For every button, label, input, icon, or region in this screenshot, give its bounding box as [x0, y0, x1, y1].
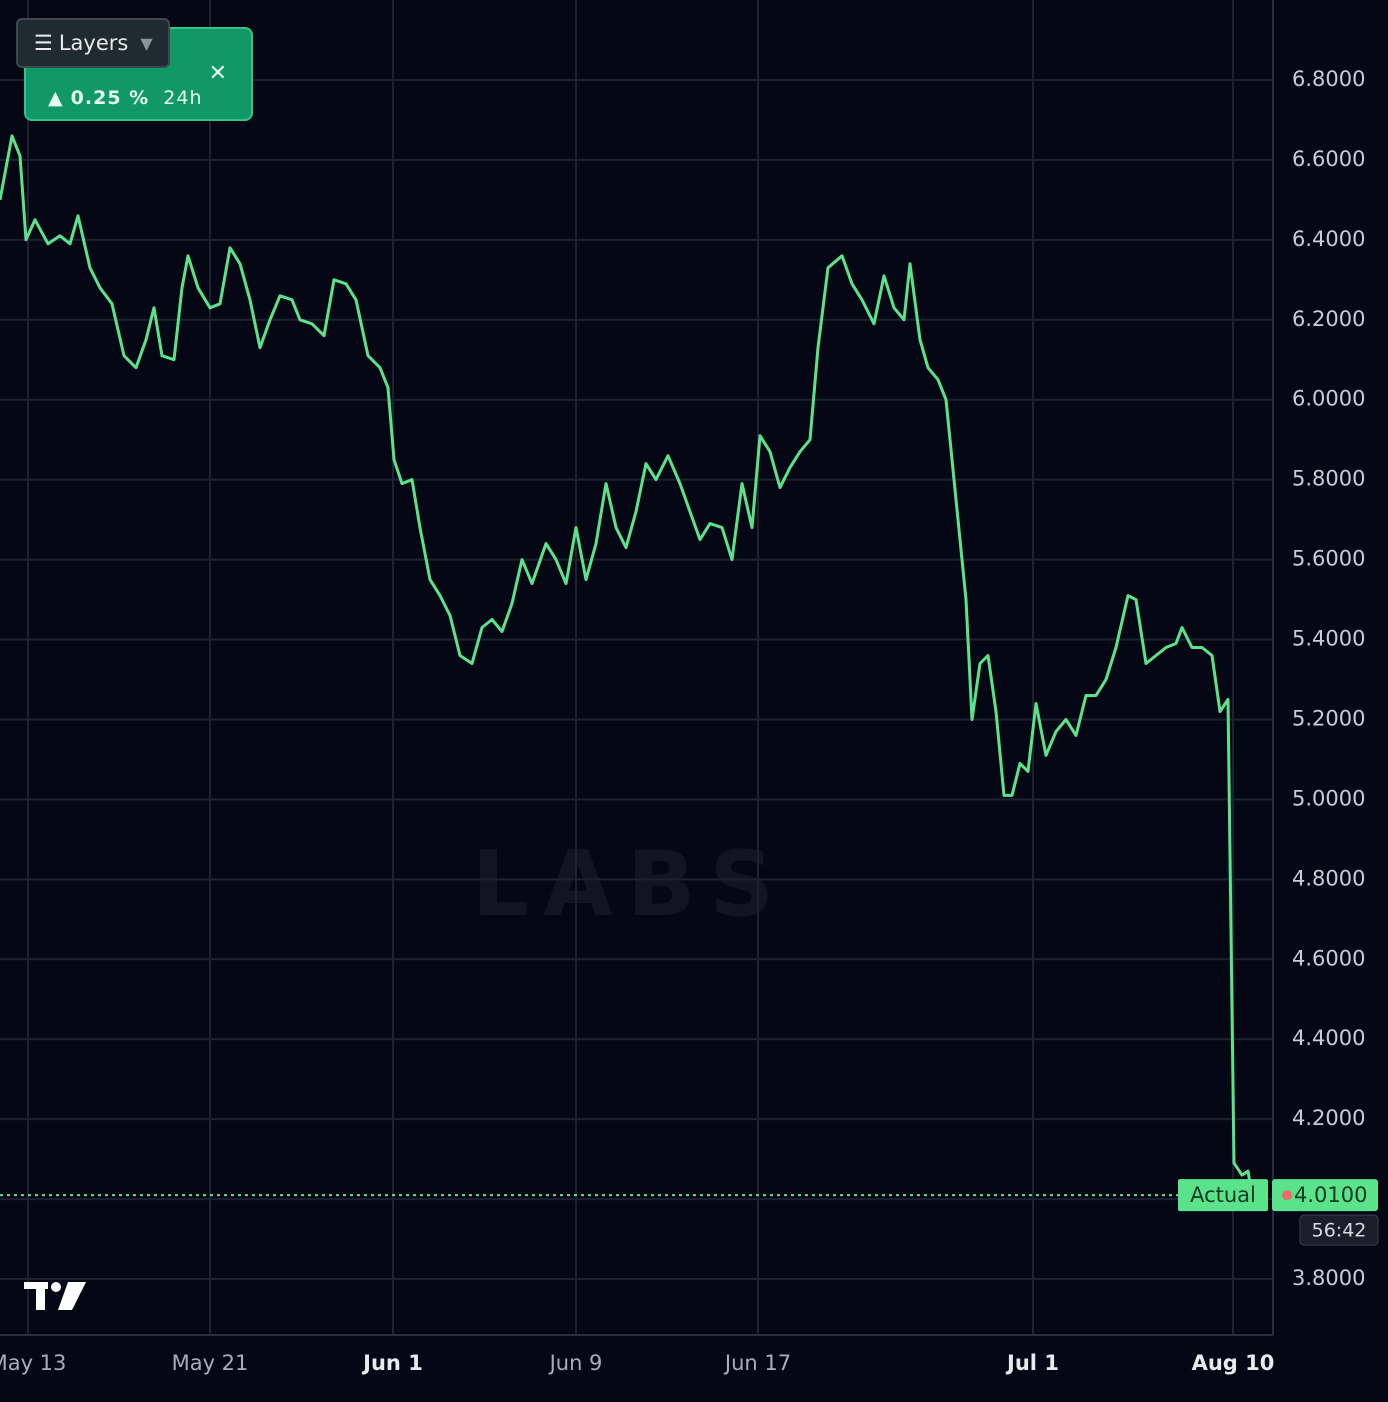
y-tick-label: 6.6000 [1292, 147, 1365, 171]
menu-icon: ☰ [34, 31, 53, 55]
grid [0, 0, 1273, 1335]
last-label-box [1178, 1179, 1268, 1212]
y-tick-label: 4.8000 [1292, 866, 1365, 890]
logo-part [58, 1282, 86, 1310]
close-button[interactable]: ✕ [208, 61, 227, 86]
y-tick-label: 5.8000 [1292, 467, 1365, 491]
layers-label: Layers [58, 31, 129, 55]
x-tick-label: Jun 1 [361, 1351, 423, 1375]
live-dot [1282, 1190, 1292, 1201]
watermark: LABS [472, 832, 788, 937]
x-tick-label: Aug 10 [1192, 1351, 1275, 1375]
tv-logo [24, 1282, 86, 1310]
logo-part [51, 1282, 61, 1292]
logo-part [36, 1282, 45, 1310]
x-tick-label: Jul 1 [1005, 1351, 1059, 1375]
y-tick-label: 5.6000 [1292, 547, 1365, 571]
x-tick-label: Jun 17 [723, 1351, 791, 1375]
y-tick-label: 6.2000 [1292, 307, 1365, 331]
last-label: Actual [1190, 1183, 1256, 1207]
x-tick-label: May 13 [0, 1351, 66, 1375]
y-tick-label: 6.0000 [1292, 387, 1365, 411]
y-tick-label: 4.2000 [1292, 1106, 1365, 1130]
plot [0, 134, 1254, 1197]
y-tick-label: 6.4000 [1292, 227, 1365, 251]
y-tick-label: 5.2000 [1292, 706, 1365, 730]
x-tick-label: Jun 9 [548, 1351, 603, 1375]
change-value: 0.25 % [70, 87, 150, 109]
x-tick-label: May 21 [172, 1351, 249, 1375]
y-tick-label: 3.8000 [1292, 1266, 1365, 1290]
countdown-box [1299, 1214, 1379, 1246]
axes: 3.80004.00004.20004.40004.60004.80005.00… [0, 0, 1379, 1375]
last-price-label: 4.0100 [1294, 1183, 1367, 1207]
layers-button[interactable]: ☰ Layers ▼ [16, 18, 170, 68]
countdown: 56:42 [1312, 1220, 1367, 1242]
price-line [0, 134, 1254, 1196]
y-tick-label: 5.4000 [1292, 627, 1365, 651]
change-period: 24h [163, 87, 203, 109]
dropdown-icon: ▼ [140, 33, 153, 53]
y-tick-label: 4.4000 [1292, 1026, 1365, 1050]
change: ▲ 0.25 % 24h [48, 87, 203, 109]
y-tick-label: 6.8000 [1292, 67, 1365, 91]
y-tick-label: 4.6000 [1292, 946, 1365, 970]
y-tick-label: 5.0000 [1292, 786, 1365, 810]
last-price-box [1272, 1179, 1378, 1212]
